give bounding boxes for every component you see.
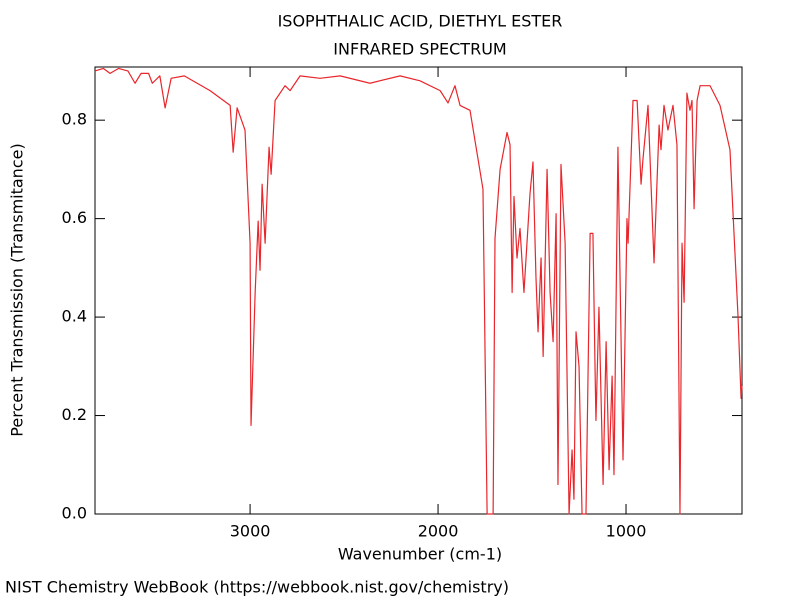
chart-title: ISOPHTHALIC ACID, DIETHYL ESTER xyxy=(278,12,563,31)
spectrum-line xyxy=(94,67,743,515)
y-tick-label: 0.4 xyxy=(62,307,87,326)
y-tick-label: 0.6 xyxy=(62,208,87,227)
y-axis-label: Percent Transmission (Transmitance) xyxy=(8,143,27,436)
plot-frame xyxy=(94,66,743,515)
y-tick-label: 0.8 xyxy=(62,110,87,129)
x-tick-label: 3000 xyxy=(230,522,271,541)
x-tick-label: 1000 xyxy=(606,522,647,541)
source-note: NIST Chemistry WebBook (https://webbook.… xyxy=(5,578,509,597)
x-tick-label: 2000 xyxy=(418,522,459,541)
chart-subtitle: INFRARED SPECTRUM xyxy=(333,40,506,59)
y-tick-label: 0.2 xyxy=(62,405,87,424)
x-axis-label: Wavenumber (cm-1) xyxy=(338,545,502,564)
y-tick-label: 0.0 xyxy=(62,504,87,523)
